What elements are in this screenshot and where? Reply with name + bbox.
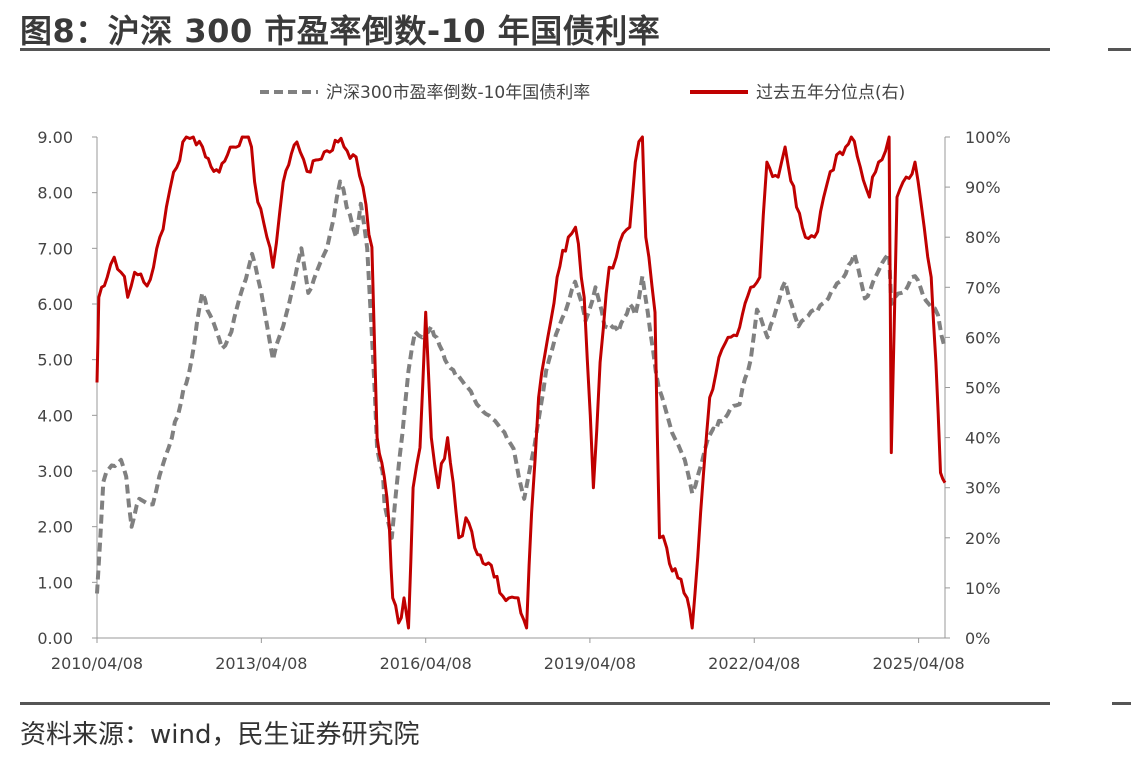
footer-rule bbox=[20, 702, 1050, 705]
right-tick-label: 70% bbox=[965, 278, 1001, 297]
left-tick-label: 7.00 bbox=[37, 239, 73, 258]
left-tick-label: 6.00 bbox=[37, 295, 73, 314]
x-tick-label: 2016/04/08 bbox=[380, 654, 472, 673]
left-tick-label: 4.00 bbox=[37, 406, 73, 425]
x-tick-label: 2013/04/08 bbox=[215, 654, 307, 673]
right-tick-label: 80% bbox=[965, 228, 1001, 247]
title-underline bbox=[20, 48, 1050, 51]
right-tick-label: 90% bbox=[965, 178, 1001, 197]
left-tick-label: 5.00 bbox=[37, 351, 73, 370]
left-tick-label: 9.00 bbox=[37, 128, 73, 147]
series-layer bbox=[95, 135, 947, 630]
right-tick-label: 50% bbox=[965, 379, 1001, 398]
x-tick-label: 2010/04/08 bbox=[51, 654, 143, 673]
title-underline-right bbox=[1108, 48, 1131, 51]
right-tick-label: 0% bbox=[965, 629, 990, 648]
left-tick-label: 1.00 bbox=[37, 573, 73, 592]
right-tick-label: 20% bbox=[965, 529, 1001, 548]
left-tick-label: 3.00 bbox=[37, 462, 73, 481]
series-line-pe-spread bbox=[95, 179, 947, 594]
left-tick-label: 0.00 bbox=[37, 629, 73, 648]
right-tick-label: 30% bbox=[965, 479, 1001, 498]
x-tick-label: 2022/04/08 bbox=[708, 654, 800, 673]
figure-title: 图8：沪深 300 市盈率倒数-10 年国债利率 bbox=[20, 12, 661, 50]
left-tick-label: 8.00 bbox=[37, 184, 73, 203]
source-note: 资料来源：wind，民生证券研究院 bbox=[20, 720, 420, 750]
x-tick-label: 2019/04/08 bbox=[544, 654, 636, 673]
x-tick-label: 2025/04/08 bbox=[872, 654, 964, 673]
axes: 0.00 1.00 2.00 3.00 4.00 5.00 6.00 7.00 8.00 9.00… bbox=[37, 128, 1010, 673]
right-tick-label: 40% bbox=[965, 429, 1001, 448]
footer-rule-right bbox=[1112, 702, 1131, 705]
series-line-percentile bbox=[95, 135, 947, 630]
legend-label-pe-spread: 沪深300市盈率倒数-10年国债利率 bbox=[326, 83, 590, 103]
legend-label-percentile: 过去五年分位点(右) bbox=[756, 83, 905, 103]
right-tick-label: 60% bbox=[965, 328, 1001, 347]
left-tick-label: 2.00 bbox=[37, 518, 73, 537]
right-tick-label: 10% bbox=[965, 579, 1001, 598]
right-tick-label: 100% bbox=[965, 128, 1011, 147]
legend: 沪深300市盈率倒数-10年国债利率 过去五年分位点(右) bbox=[260, 83, 905, 103]
